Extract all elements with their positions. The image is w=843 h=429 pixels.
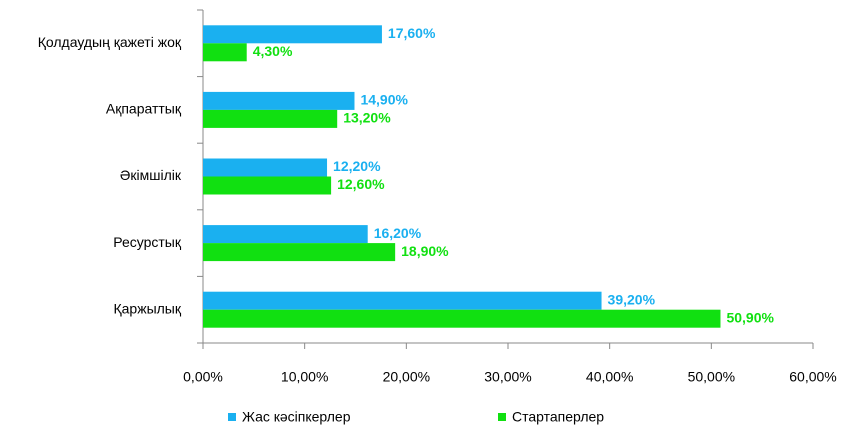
- y-tick-label: Ресурстық: [113, 234, 182, 250]
- y-tick-label: Қаржылық: [113, 300, 181, 316]
- value-label: 17,60%: [388, 25, 436, 41]
- value-label: 12,60%: [337, 176, 385, 192]
- value-label: 16,20%: [374, 225, 422, 241]
- value-label: 39,20%: [608, 291, 656, 307]
- bar: [203, 91, 355, 110]
- y-tick-label: Қолдаудың қажеті жоқ: [38, 34, 182, 50]
- x-tick-label: 50,00%: [688, 369, 735, 385]
- x-tick-label: 0,00%: [183, 369, 223, 385]
- value-label: 4,30%: [253, 43, 293, 59]
- bar: [203, 109, 338, 128]
- legend-swatch: [228, 413, 236, 421]
- x-tick-label: 60,00%: [789, 369, 836, 385]
- value-label: 12,20%: [333, 158, 381, 174]
- legend-label: Стартаперлер: [512, 409, 604, 425]
- bar: [203, 43, 247, 62]
- bar: [203, 158, 328, 177]
- x-tick-label: 20,00%: [383, 369, 430, 385]
- bar: [203, 225, 368, 244]
- value-label: 50,90%: [726, 309, 774, 325]
- bar: [203, 176, 332, 195]
- bar: [203, 309, 721, 328]
- y-tick-label: Әкімшілік: [120, 167, 182, 183]
- legend-swatch: [498, 413, 506, 421]
- x-tick-label: 40,00%: [586, 369, 633, 385]
- y-tick-label: Ақпараттық: [106, 101, 182, 117]
- value-label: 13,20%: [343, 110, 391, 126]
- bar: [203, 243, 396, 262]
- legend-label: Жас кәсіпкерлер: [242, 409, 351, 425]
- x-tick-label: 30,00%: [484, 369, 531, 385]
- value-label: 14,90%: [360, 92, 408, 108]
- bar: [203, 291, 602, 310]
- x-tick-label: 10,00%: [281, 369, 328, 385]
- value-label: 18,90%: [401, 243, 449, 259]
- bar: [203, 25, 382, 44]
